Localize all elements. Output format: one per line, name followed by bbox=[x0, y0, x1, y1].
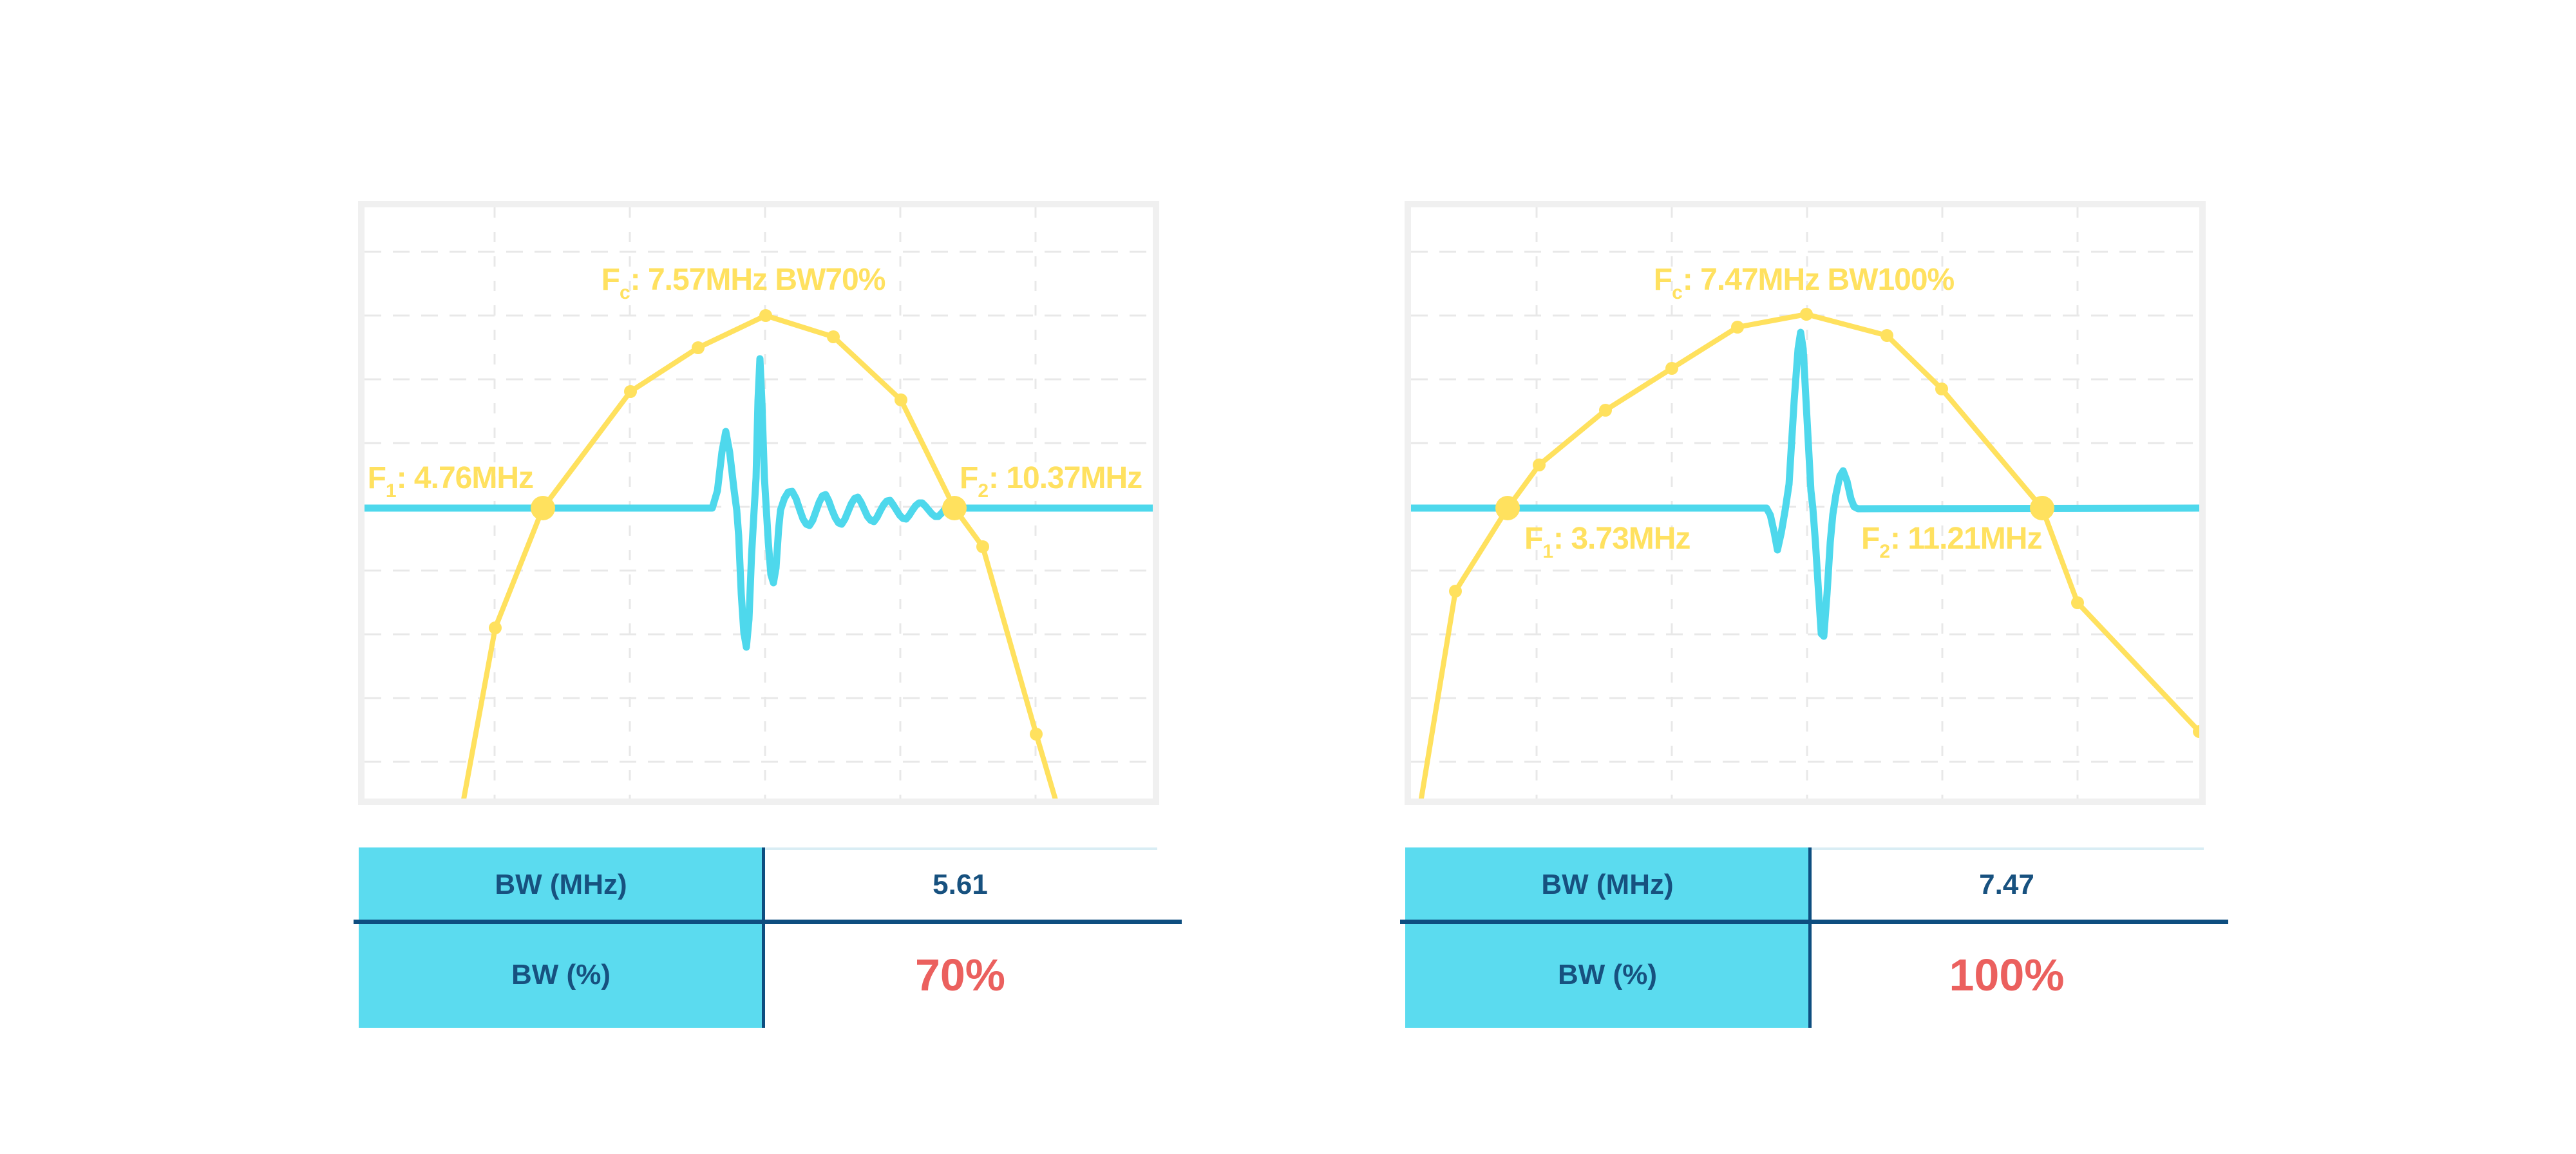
bw-percent-label-cell: BW (%) bbox=[1405, 922, 1810, 1028]
f1-subscript: 1 bbox=[385, 480, 397, 502]
bw-mhz-value-cell: 7.47 bbox=[1810, 847, 2204, 922]
pulse-waveform bbox=[1411, 328, 2199, 640]
spectrum-sample-marker bbox=[1030, 728, 1043, 741]
fc-value-text: : 7.57MHz BW70% bbox=[630, 263, 886, 297]
spectrum-sample-marker bbox=[489, 621, 502, 634]
bw-percent-value-cell: 100% bbox=[1810, 922, 2204, 1028]
bandwidth-table: BW (MHz) 7.47 BW (%) 100% bbox=[1400, 847, 2228, 1028]
table-top-border bbox=[1810, 847, 2204, 850]
spectrum-sample-marker bbox=[2193, 725, 2199, 738]
f2-subscript: 2 bbox=[978, 480, 989, 502]
spectrum-sample-marker bbox=[827, 330, 840, 343]
f1-subscript: 1 bbox=[1542, 541, 1554, 562]
spectrum-sample-marker bbox=[1665, 362, 1678, 375]
fc-subscript: c bbox=[619, 282, 630, 303]
fc-symbol: F bbox=[601, 263, 620, 297]
center-frequency-annotation: Fc: 7.47MHz BW100% bbox=[1653, 263, 1955, 310]
bw-mhz-label-cell: BW (MHz) bbox=[359, 847, 763, 922]
f2-subscript: 2 bbox=[1879, 541, 1891, 562]
f2-value-text: : 11.21MHz bbox=[1890, 522, 2042, 556]
table-row-divider bbox=[354, 920, 1182, 924]
spectrum-curve bbox=[461, 313, 1058, 799]
f2-frequency-annotation: F2: 10.37MHz bbox=[960, 461, 1142, 509]
table-row-divider bbox=[1400, 920, 2228, 924]
spectrum-pulse-chart bbox=[1411, 207, 2199, 799]
bw-mhz-value-cell: 5.61 bbox=[763, 847, 1157, 922]
f1-symbol: F bbox=[1524, 522, 1543, 556]
spectrum-sample-marker bbox=[1935, 383, 1948, 395]
table-column-divider bbox=[762, 847, 765, 1028]
spectrum-sample-marker bbox=[1880, 329, 1893, 342]
spectrum-sample-marker bbox=[1533, 459, 1546, 471]
f2-symbol: F bbox=[960, 461, 978, 495]
table-row: BW (%) 70% bbox=[359, 922, 1157, 1028]
spectrum-sample-marker bbox=[895, 393, 907, 406]
plot-area: Fc: 7.57MHz BW70% F1: 4.76MHz F2: 10.37M… bbox=[365, 207, 1153, 799]
bw-mhz-label-cell: BW (MHz) bbox=[1405, 847, 1810, 922]
f2-symbol: F bbox=[1861, 522, 1880, 556]
fc-value-text: : 7.47MHz BW100% bbox=[1682, 263, 1955, 297]
bandwidth-crossing-marker bbox=[942, 496, 967, 520]
f1-symbol: F bbox=[367, 461, 386, 495]
spectrum-sample-marker bbox=[1599, 404, 1612, 417]
table-row: BW (MHz) 5.61 bbox=[359, 847, 1157, 922]
spectrum-sample-marker bbox=[2071, 596, 2084, 609]
table-column-divider bbox=[1808, 847, 1812, 1028]
bw-percent-label-cell: BW (%) bbox=[359, 922, 763, 1028]
pulse-waveform bbox=[365, 355, 1153, 651]
bandwidth-crossing-marker bbox=[1495, 496, 1520, 520]
spectrum-pulse-chart bbox=[365, 207, 1153, 799]
bandwidth-crossing-marker bbox=[531, 496, 555, 520]
fc-subscript: c bbox=[1672, 282, 1683, 303]
plot-frame: Fc: 7.47MHz BW100% F1: 3.73MHz F2: 11.21… bbox=[1405, 201, 2206, 805]
center-frequency-annotation: Fc: 7.57MHz BW70% bbox=[601, 263, 886, 310]
spectrum-sample-marker bbox=[1731, 321, 1744, 334]
f1-value-text: : 3.73MHz bbox=[1553, 522, 1690, 556]
table-row: BW (%) 100% bbox=[1405, 922, 2204, 1028]
plot-frame: Fc: 7.57MHz BW70% F1: 4.76MHz F2: 10.37M… bbox=[358, 201, 1159, 805]
spectrum-sample-marker bbox=[759, 309, 772, 322]
spectrum-sample-marker bbox=[692, 341, 705, 354]
spectrum-sample-marker bbox=[624, 385, 637, 398]
f1-frequency-annotation: F1: 3.73MHz bbox=[1524, 522, 1690, 569]
f1-value-text: : 4.76MHz bbox=[396, 461, 534, 495]
f2-frequency-annotation: F2: 11.21MHz bbox=[1861, 522, 2042, 569]
f1-frequency-annotation: F1: 4.76MHz bbox=[367, 461, 534, 509]
bandwidth-crossing-marker bbox=[2030, 496, 2054, 520]
spectrum-sample-marker bbox=[1800, 308, 1813, 321]
f2-value-text: : 10.37MHz bbox=[989, 461, 1142, 495]
plot-area: Fc: 7.47MHz BW100% F1: 3.73MHz F2: 11.21… bbox=[1411, 207, 2199, 799]
bandwidth-table: BW (MHz) 5.61 BW (%) 70% bbox=[354, 847, 1182, 1028]
chart-panel-right: Fc: 7.47MHz BW100% F1: 3.73MHz F2: 11.21… bbox=[1400, 201, 2228, 1028]
fc-symbol: F bbox=[1653, 263, 1672, 297]
chart-panel-left: Fc: 7.57MHz BW70% F1: 4.76MHz F2: 10.37M… bbox=[354, 201, 1182, 1028]
spectrum-sample-marker bbox=[976, 540, 989, 553]
spectrum-sample-marker bbox=[1449, 585, 1462, 598]
table-top-border bbox=[763, 847, 1157, 850]
table-row: BW (MHz) 7.47 bbox=[1405, 847, 2204, 922]
bw-percent-value-cell: 70% bbox=[763, 922, 1157, 1028]
